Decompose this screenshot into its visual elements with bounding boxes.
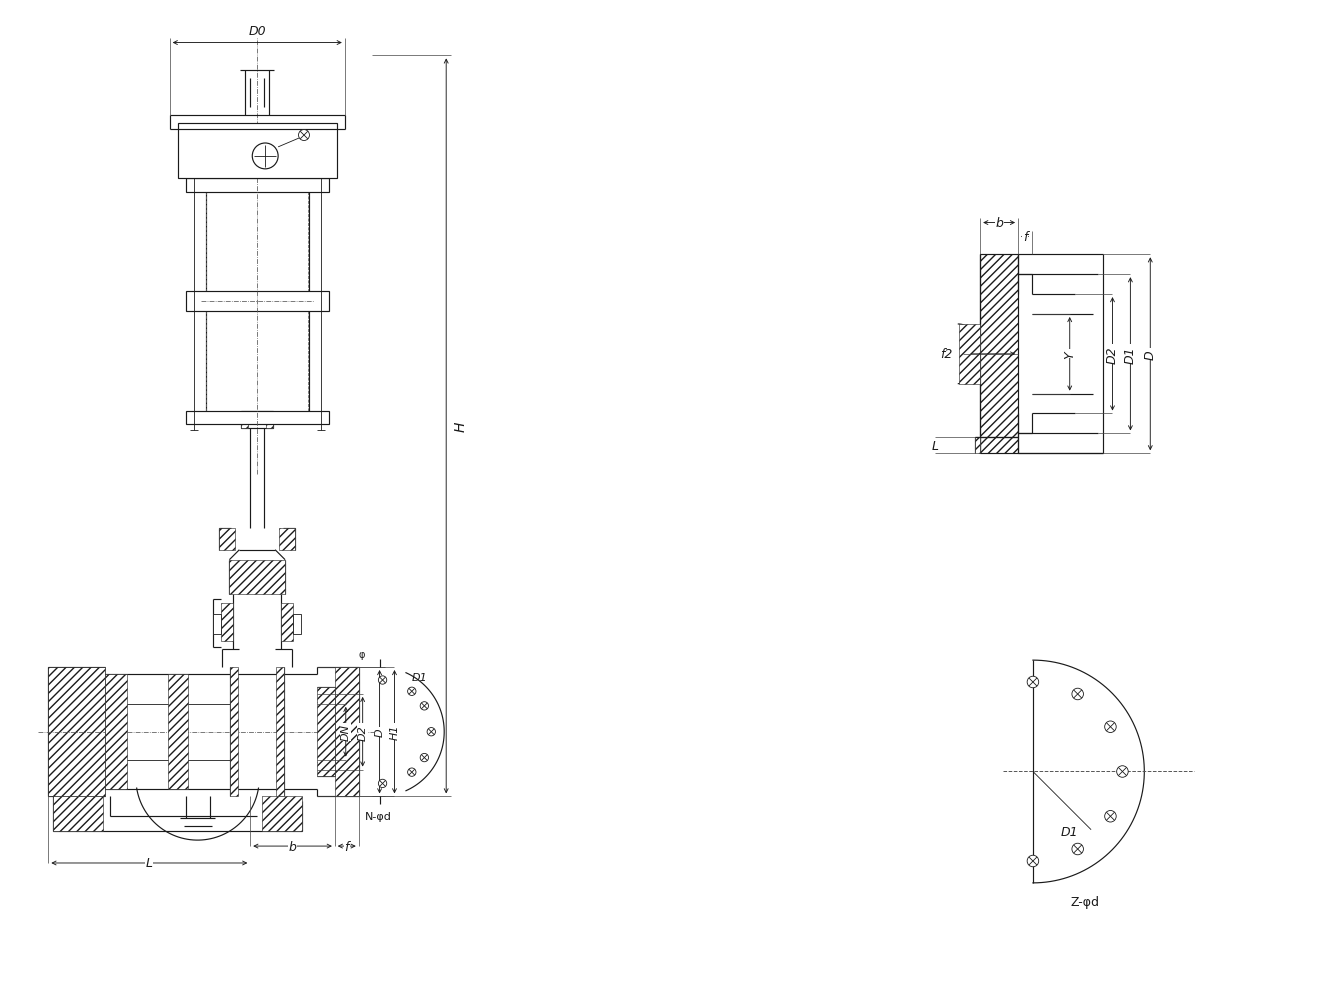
- Circle shape: [299, 130, 309, 141]
- Circle shape: [407, 687, 416, 696]
- Bar: [242, 411, 274, 429]
- Bar: [104, 674, 127, 789]
- Bar: [230, 667, 238, 796]
- Text: D0: D0: [249, 25, 266, 38]
- Bar: [279, 529, 295, 551]
- Bar: [219, 529, 235, 551]
- Circle shape: [1072, 688, 1084, 700]
- Bar: [185, 411, 329, 425]
- Circle shape: [1027, 677, 1039, 688]
- Text: b: b: [288, 840, 296, 853]
- Text: D1: D1: [1060, 824, 1079, 838]
- Bar: [334, 667, 358, 796]
- Circle shape: [407, 768, 416, 776]
- Bar: [980, 255, 1018, 453]
- Bar: [230, 560, 286, 595]
- Text: H1: H1: [390, 724, 399, 740]
- Circle shape: [420, 753, 428, 762]
- Bar: [185, 179, 329, 193]
- Circle shape: [420, 702, 428, 710]
- Bar: [266, 411, 274, 429]
- Text: D1: D1: [1124, 346, 1137, 363]
- Text: f2: f2: [940, 348, 952, 361]
- Text: D2: D2: [1107, 346, 1118, 363]
- Text: Z-φd: Z-φd: [1071, 895, 1100, 908]
- Circle shape: [1105, 721, 1116, 733]
- Circle shape: [1072, 844, 1084, 855]
- Bar: [960, 325, 980, 384]
- Bar: [222, 604, 234, 642]
- Bar: [976, 438, 980, 453]
- Bar: [242, 411, 249, 429]
- Bar: [282, 604, 293, 642]
- Bar: [185, 292, 329, 312]
- Circle shape: [1105, 810, 1116, 822]
- Text: DN: DN: [341, 723, 350, 740]
- Circle shape: [1117, 766, 1128, 777]
- Bar: [317, 687, 334, 776]
- Text: N-φd: N-φd: [365, 811, 391, 821]
- Text: Y: Y: [1063, 351, 1076, 358]
- Text: D: D: [374, 728, 385, 736]
- Circle shape: [253, 143, 278, 170]
- Circle shape: [378, 779, 387, 787]
- Bar: [168, 674, 188, 789]
- Bar: [276, 667, 284, 796]
- Text: D: D: [1144, 350, 1157, 359]
- Text: L: L: [145, 857, 153, 870]
- Text: b: b: [995, 217, 1003, 230]
- Circle shape: [427, 728, 435, 736]
- Text: L: L: [932, 439, 939, 452]
- Bar: [213, 615, 222, 635]
- Bar: [262, 796, 301, 831]
- Text: f: f: [1023, 231, 1027, 244]
- Circle shape: [378, 676, 387, 684]
- Bar: [293, 615, 301, 635]
- Text: D2: D2: [358, 724, 368, 740]
- Bar: [53, 796, 103, 831]
- Text: φ: φ: [358, 650, 365, 659]
- Bar: [49, 667, 104, 796]
- Circle shape: [1027, 856, 1039, 867]
- Text: H: H: [455, 421, 468, 431]
- Text: D1: D1: [411, 672, 427, 682]
- Bar: [177, 124, 337, 179]
- Text: f: f: [345, 840, 349, 853]
